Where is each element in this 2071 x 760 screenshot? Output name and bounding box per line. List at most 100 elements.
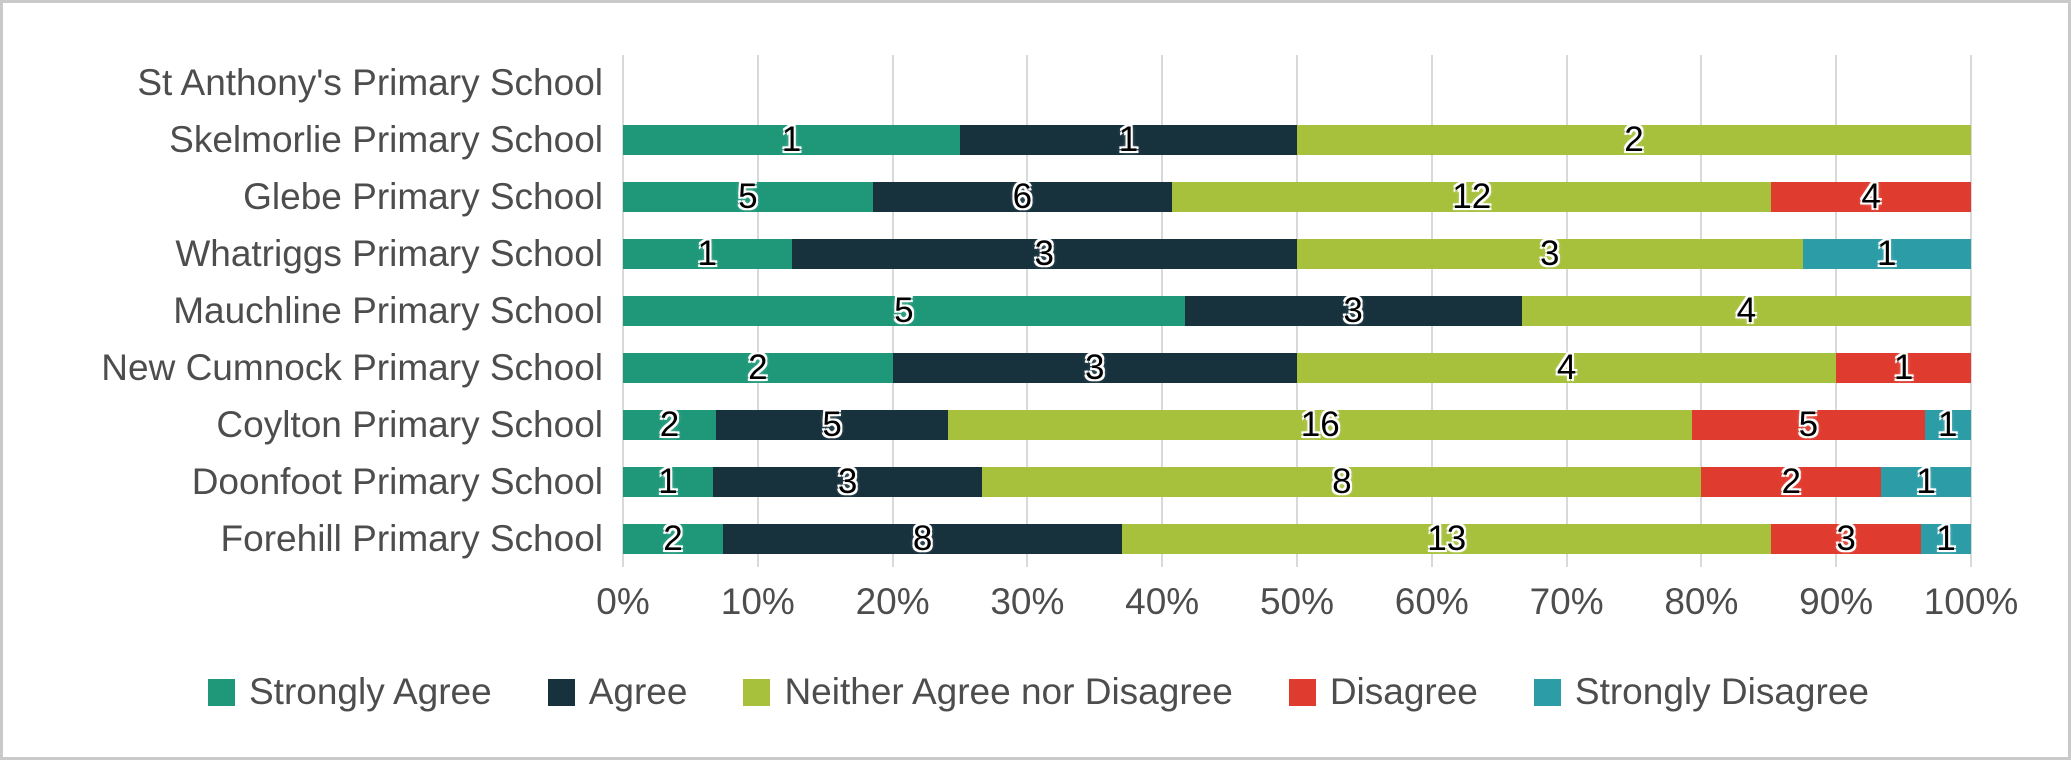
bar-skelmorlie-primary-school: 1 1 2 xyxy=(623,120,1971,159)
data-label: 3 xyxy=(1540,234,1560,274)
x-tick-label-0: 0% xyxy=(596,581,650,622)
data-label: 6 xyxy=(1012,177,1033,217)
segment-strongly-agree: 1 xyxy=(623,234,792,273)
category-label-skelmorlie-primary-school: Skelmorlie Primary School xyxy=(169,119,603,161)
legend-item-disagree: Disagree xyxy=(1288,671,1478,713)
data-label: 2 xyxy=(663,518,683,558)
segment-neither-agree-nor-disagree: 4 xyxy=(1297,348,1837,387)
legend-item-strongly-agree: Strongly Agree xyxy=(208,671,492,713)
data-label: 2 xyxy=(1781,461,1801,501)
data-label: 2 xyxy=(1624,120,1644,160)
data-label: 5 xyxy=(1798,404,1819,444)
segment-strongly-agree: 2 xyxy=(623,348,893,387)
data-label: 1 xyxy=(1936,518,1956,558)
category-label-doonfoot-primary-school: Doonfoot Primary School xyxy=(191,460,603,502)
data-label: 8 xyxy=(912,518,933,558)
segment-strongly-agree: 5 xyxy=(623,291,1185,330)
segment-strongly-agree: 5 xyxy=(623,177,873,216)
segment-strongly-disagree: 1 xyxy=(1881,462,1971,501)
segment-neither-agree-nor-disagree: 2 xyxy=(1297,120,1971,159)
data-label: 5 xyxy=(822,404,842,444)
x-tick-label-70: 70% xyxy=(1529,581,1604,622)
data-label: 1 xyxy=(781,120,802,160)
x-tick-label-60: 60% xyxy=(1394,581,1469,622)
legend-label-neither-agree-nor-disagree: Neither Agree nor Disagree xyxy=(784,671,1233,712)
data-label: 4 xyxy=(1736,291,1757,330)
data-label: 3 xyxy=(1343,291,1363,330)
legend-swatch-disagree xyxy=(1288,678,1316,706)
gridline-100 xyxy=(1970,55,1972,567)
legend-swatch-strongly-agree xyxy=(208,678,235,706)
data-label: 5 xyxy=(894,291,914,330)
segment-agree: 8 xyxy=(722,519,1123,558)
segment-strongly-disagree: 1 xyxy=(1802,234,1971,273)
data-label: 1 xyxy=(658,461,678,501)
data-label: 3 xyxy=(1085,347,1105,387)
x-tick-label-90: 90% xyxy=(1799,581,1874,622)
segment-disagree: 3 xyxy=(1771,519,1922,558)
legend-item-agree: Agree xyxy=(547,671,688,713)
legend-label-agree: Agree xyxy=(588,671,688,712)
segment-strongly-agree: 1 xyxy=(623,462,713,501)
category-label-forehill-primary-school: Forehill Primary School xyxy=(220,517,603,559)
segment-disagree: 2 xyxy=(1701,462,1882,501)
segment-agree: 3 xyxy=(712,462,983,501)
legend-item-neither-agree-nor-disagree: Neither Agree nor Disagree xyxy=(743,671,1233,713)
legend-item-strongly-disagree: Strongly Disagree xyxy=(1533,671,1869,713)
segment-disagree: 5 xyxy=(1692,405,1925,444)
data-label: 4 xyxy=(1861,177,1881,217)
bar-coylton-primary-school: 2 5 16 5 1 xyxy=(623,405,1971,444)
segment-strongly-agree: 2 xyxy=(623,519,723,558)
x-tick-label-40: 40% xyxy=(1125,581,1200,622)
segment-strongly-disagree: 1 xyxy=(1924,405,1971,444)
segment-neither-agree-nor-disagree: 4 xyxy=(1521,291,1971,330)
data-label: 8 xyxy=(1332,461,1352,501)
legend-label-disagree: Disagree xyxy=(1329,671,1478,712)
category-label-mauchline-primary-school: Mauchline Primary School xyxy=(173,290,603,331)
data-label: 5 xyxy=(738,177,758,217)
bar-forehill-primary-school: 2 8 13 3 1 xyxy=(623,519,1971,558)
segment-agree: 3 xyxy=(1184,291,1522,330)
segment-strongly-disagree: 1 xyxy=(1921,519,1971,558)
segment-neither-agree-nor-disagree: 3 xyxy=(1297,234,1803,273)
segment-strongly-agree: 2 xyxy=(623,405,716,444)
data-label: 2 xyxy=(659,404,680,444)
legend-swatch-strongly-disagree xyxy=(1533,678,1561,706)
segment-agree: 3 xyxy=(892,348,1297,387)
x-tick-label-10: 10% xyxy=(720,581,795,622)
segment-disagree: 4 xyxy=(1771,177,1971,216)
legend-label-strongly-disagree: Strongly Disagree xyxy=(1574,671,1869,712)
data-label: 1 xyxy=(1877,234,1897,274)
y-axis-category-labels: St Anthony's Primary School Skelmorlie Pr… xyxy=(3,55,603,567)
category-label-whatriggs-primary-school: Whatriggs Primary School xyxy=(175,233,603,275)
data-label: 4 xyxy=(1556,347,1577,387)
category-label-glebe-primary-school: Glebe Primary School xyxy=(243,176,603,218)
segment-disagree: 1 xyxy=(1836,348,1971,387)
bar-glebe-primary-school: 5 6 12 4 xyxy=(623,177,1971,216)
category-label-st-anthony-s-primary-school: St Anthony's Primary School xyxy=(137,62,603,104)
data-label: 3 xyxy=(837,461,858,501)
segment-agree: 5 xyxy=(715,405,949,444)
legend-label-strongly-agree: Strongly Agree xyxy=(249,671,492,712)
segment-agree: 3 xyxy=(791,234,1297,273)
bar-doonfoot-primary-school: 1 3 8 2 1 xyxy=(623,462,1971,501)
x-tick-label-80: 80% xyxy=(1664,581,1739,622)
segment-strongly-agree: 1 xyxy=(623,120,960,159)
x-axis-tick-labels: 0% 10% 20% 30% 40% 50% 60% 70% 80% 90% 100% xyxy=(596,581,2018,631)
data-label: 1 xyxy=(697,234,717,274)
x-tick-label-30: 30% xyxy=(990,581,1065,622)
data-label: 1 xyxy=(1893,347,1914,387)
data-label: 16 xyxy=(1300,404,1340,444)
data-label: 12 xyxy=(1452,177,1492,217)
x-tick-label-20: 20% xyxy=(855,581,930,622)
data-label: 13 xyxy=(1427,518,1467,558)
bar-whatriggs-primary-school: 1 3 3 1 xyxy=(623,234,1971,273)
bar-new-cumnock-primary-school: 2 3 4 1 xyxy=(623,348,1971,387)
segment-neither-agree-nor-disagree: 16 xyxy=(948,405,1693,444)
data-label: 3 xyxy=(1836,518,1856,558)
segment-neither-agree-nor-disagree: 8 xyxy=(982,462,1702,501)
data-label: 3 xyxy=(1034,234,1054,274)
data-label: 1 xyxy=(1118,120,1139,160)
data-label: 1 xyxy=(1938,404,1958,444)
